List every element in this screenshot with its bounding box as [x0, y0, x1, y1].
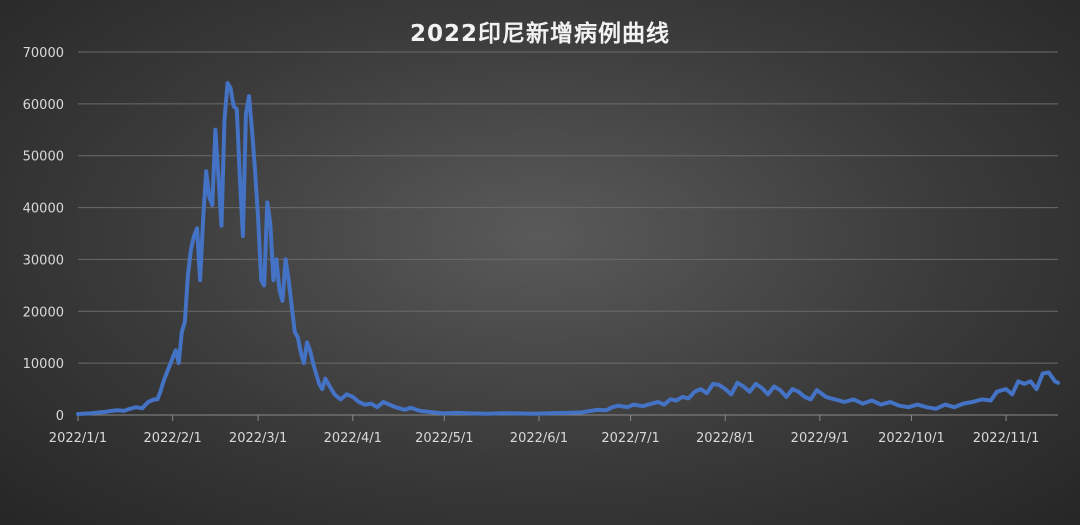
x-tick-label: 2022/2/1 — [143, 431, 201, 446]
y-tick-label: 70000 — [23, 46, 64, 61]
y-tick-label: 30000 — [23, 253, 64, 268]
x-tick-label: 2022/4/1 — [324, 431, 382, 446]
y-tick-label: 40000 — [23, 202, 64, 217]
y-tick-label: 60000 — [23, 98, 64, 113]
chart-title: 2022印尼新增病例曲线 — [409, 21, 670, 47]
tick-labels: 0 10000 20000 30000 40000 50000 60000 70000 2022… — [23, 46, 1040, 446]
x-tick-label: 2022/7/1 — [601, 431, 659, 446]
axes — [77, 414, 1058, 421]
x-tick-label: 2022/6/1 — [510, 431, 568, 446]
x-tick-label: 2022/1/1 — [49, 431, 107, 446]
series-layer — [76, 81, 1060, 416]
y-tick-label: 10000 — [23, 357, 64, 372]
y-tick-label: 20000 — [23, 305, 64, 320]
x-tick-label: 2022/11/1 — [973, 431, 1040, 446]
x-tick-label: 2022/8/1 — [696, 431, 754, 446]
x-tick-label: 2022/9/1 — [791, 431, 849, 446]
y-tick-label: 50000 — [23, 150, 64, 165]
x-tick-label: 2022/10/1 — [878, 431, 945, 446]
x-tick-label: 2022/3/1 — [229, 431, 287, 446]
series-line — [76, 81, 1060, 416]
y-tick-label: 0 — [56, 409, 64, 424]
x-tick-label: 2022/5/1 — [415, 431, 473, 446]
